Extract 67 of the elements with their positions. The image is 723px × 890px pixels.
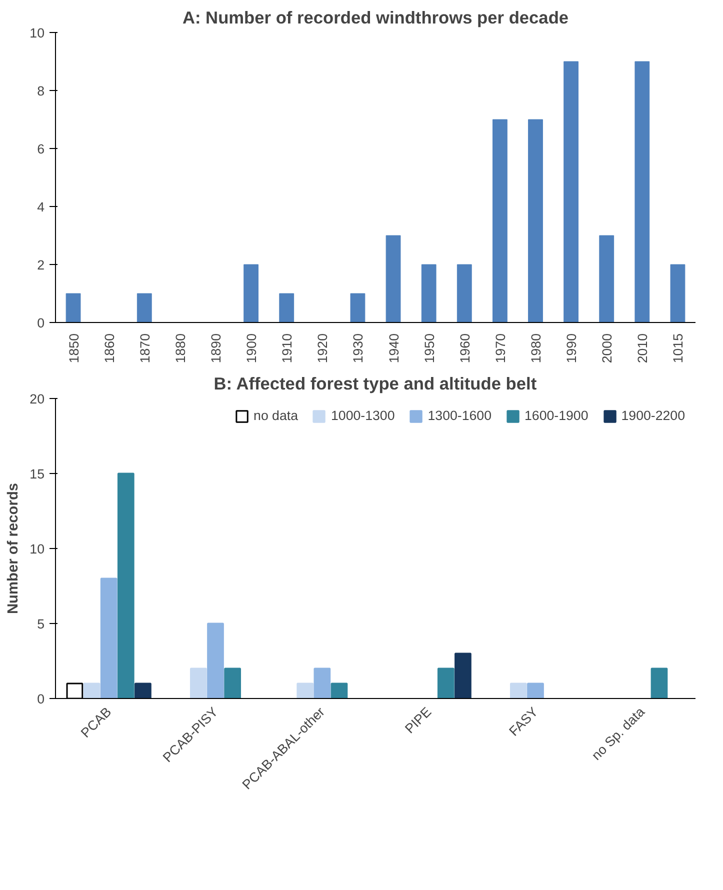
- x-tick-label: 1990: [564, 333, 580, 364]
- bar: [510, 682, 527, 698]
- y-tick-label: 10: [30, 542, 45, 556]
- bar: [207, 622, 224, 698]
- x-tick-label: 2000: [600, 333, 615, 364]
- bar: [599, 235, 614, 322]
- y-axis-title: Number of records: [6, 482, 22, 614]
- x-tick-label: 1900: [244, 333, 260, 364]
- x-tick-label: 1850: [66, 333, 82, 364]
- bar: [634, 61, 650, 322]
- y-tick-label: 6: [37, 142, 45, 156]
- x-tick-label: 1950: [422, 333, 437, 364]
- legend-label: 1600-1900: [524, 408, 588, 423]
- bar: [528, 119, 543, 322]
- legend-label: 1000-1300: [331, 408, 395, 423]
- x-tick-label: 1870: [137, 333, 152, 364]
- x-tick-label: 1860: [102, 333, 117, 364]
- bar: [314, 668, 331, 698]
- bar: [386, 235, 401, 322]
- legend-label: 1900-2200: [621, 408, 685, 423]
- x-tick-label: 1015: [670, 333, 686, 364]
- bar: [670, 264, 686, 322]
- y-tick-label: 0: [37, 316, 45, 330]
- bar: [330, 682, 348, 698]
- bar: [650, 668, 668, 698]
- bar: [296, 682, 314, 698]
- bar: [83, 682, 100, 698]
- chart-title: B: Affected forest type and altitude belt: [214, 374, 537, 394]
- x-tick-label: 1920: [315, 333, 330, 364]
- bar: [437, 668, 454, 698]
- bar: [492, 119, 508, 322]
- bar: [421, 264, 436, 322]
- bar: [564, 61, 579, 322]
- x-tick-label: 1910: [280, 333, 295, 364]
- bar: [527, 682, 544, 698]
- x-tick-label: 1940: [386, 333, 402, 364]
- y-tick-label: 10: [30, 26, 45, 40]
- x-tick-label: 2010: [635, 333, 650, 364]
- bar: [117, 472, 134, 698]
- legend-label: no data: [254, 408, 298, 423]
- y-tick-label: 8: [37, 84, 45, 98]
- bar: [190, 668, 207, 698]
- x-tick-label: 1880: [172, 333, 188, 364]
- x-tick-label: no Sp. data: [588, 704, 648, 763]
- x-tick-label: 1930: [350, 333, 366, 364]
- bar: [350, 293, 366, 322]
- y-tick-label: 0: [37, 692, 45, 706]
- y-tick-label: 4: [37, 200, 46, 214]
- x-tick-label: 1970: [492, 333, 508, 364]
- y-tick-label: 5: [37, 616, 45, 632]
- bar: [224, 668, 241, 698]
- bar: [136, 293, 152, 322]
- bar: [66, 293, 81, 322]
- chart-title: A: Number of recorded windthrows per decade: [182, 8, 569, 28]
- bar: [100, 578, 118, 698]
- bar: [134, 682, 152, 698]
- bar: [244, 264, 259, 322]
- bar: [456, 264, 472, 322]
- x-tick-label: 1980: [528, 333, 544, 364]
- legend-label: 1300-1600: [428, 408, 492, 423]
- bar: [279, 293, 294, 322]
- x-tick-label: 1960: [457, 333, 472, 364]
- bar: [454, 652, 472, 698]
- y-tick-label: 2: [37, 258, 45, 272]
- y-tick-label: 15: [30, 466, 45, 482]
- y-tick-label: 20: [30, 392, 45, 406]
- x-tick-label: 1890: [208, 333, 224, 364]
